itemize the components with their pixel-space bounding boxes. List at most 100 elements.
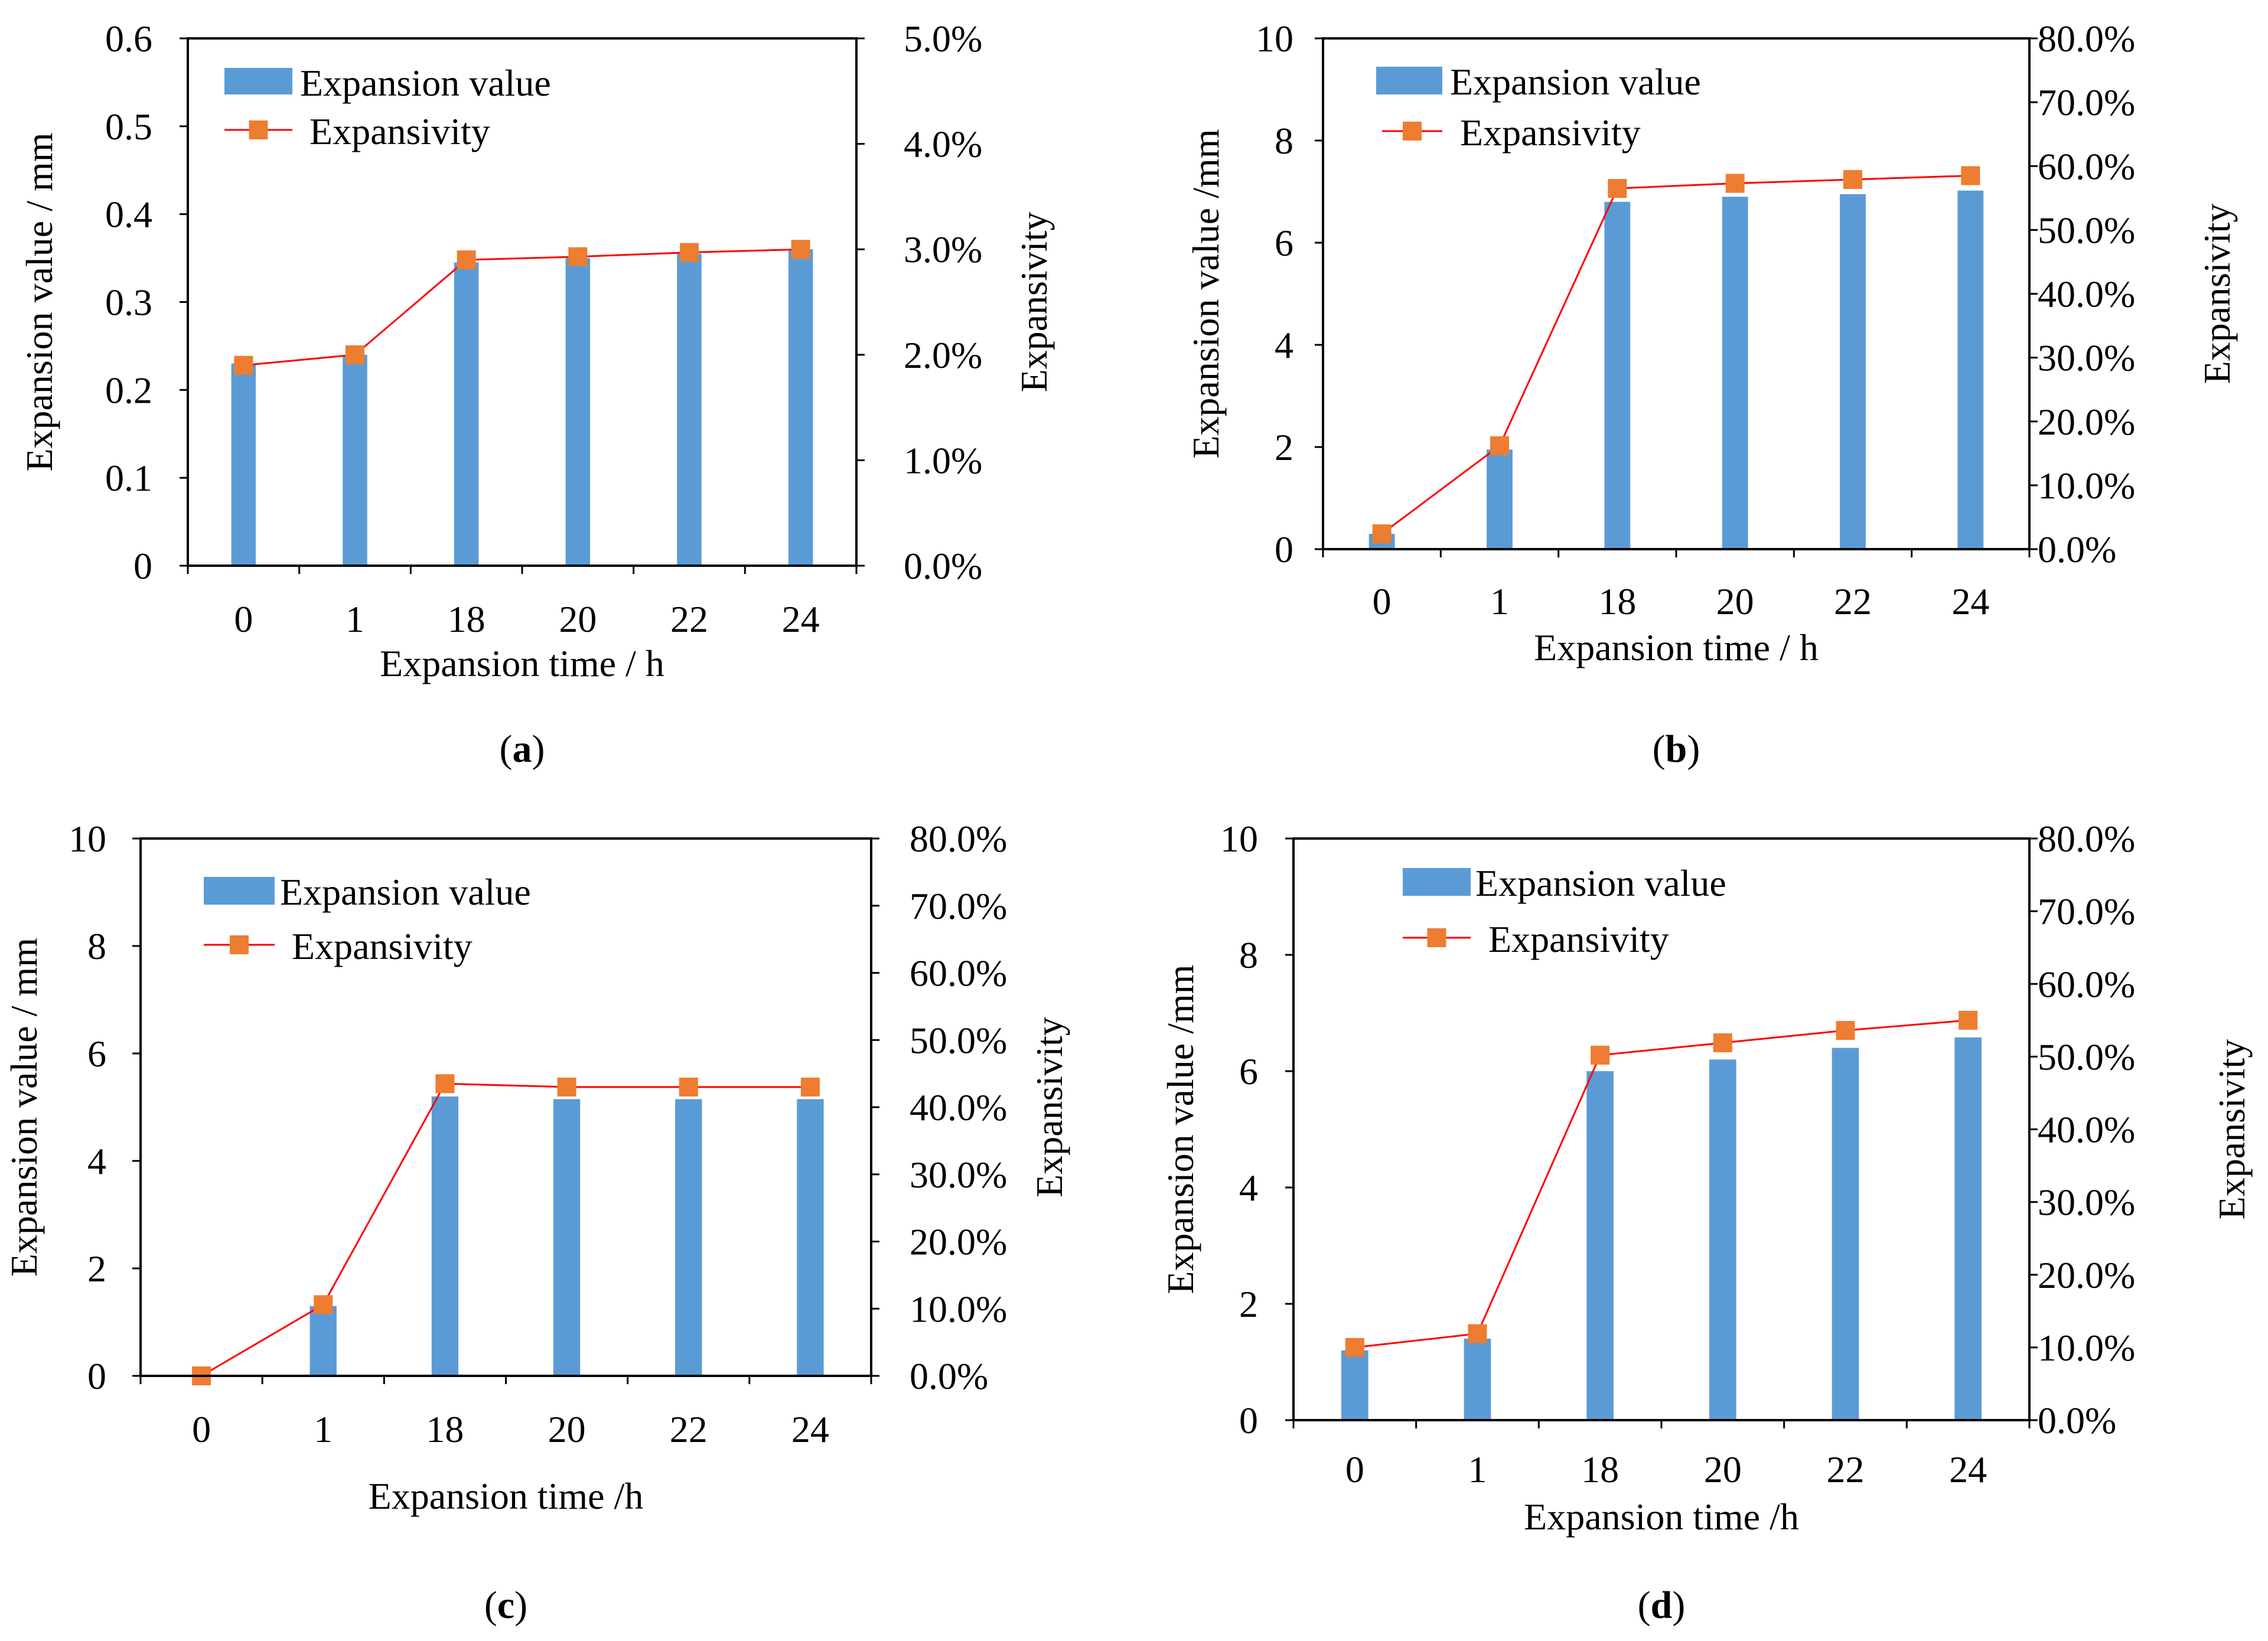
x-tick-label: 18: [1581, 1448, 1619, 1490]
legend-label-expansion-value: Expansion value: [1450, 61, 1701, 103]
y2-tick-label: 3.0%: [904, 229, 982, 270]
x-tick-label: 1: [1490, 580, 1509, 622]
y-tick-label: 10: [1220, 818, 1258, 860]
y-axis-title: Expansion value / mm: [18, 132, 60, 471]
panel-label: (b): [1653, 727, 1700, 771]
expansivity-marker-22: [679, 1077, 698, 1097]
expansivity-line: [201, 1082, 810, 1377]
x-tick-label: 0: [1345, 1448, 1364, 1490]
expansivity-line: [243, 248, 801, 367]
x-axis-title: Expansion time / h: [1534, 627, 1819, 668]
expansivity-marker-20: [557, 1077, 576, 1097]
x-tick-label: 18: [426, 1408, 464, 1450]
x-tick-label: 24: [1949, 1448, 1987, 1490]
bar-18: [1586, 1071, 1614, 1420]
y-tick-label: 0: [133, 545, 152, 587]
y-tick-label: 6: [87, 1033, 106, 1075]
panel-label: (d): [1638, 1584, 1686, 1627]
y-tick-label: 10: [69, 818, 106, 860]
x-tick-label: 24: [791, 1408, 829, 1450]
bar-18: [454, 262, 479, 566]
expansivity-marker-24: [800, 1077, 820, 1097]
bar-1: [343, 354, 367, 566]
x-tick-label: 20: [1716, 580, 1754, 622]
legend-marker-swatch: [249, 120, 268, 139]
plot-frame: [187, 37, 858, 567]
bar-1: [1487, 449, 1513, 549]
y2-tick-label: 70.0%: [2038, 890, 2135, 932]
x-axis-title: Expansion time /h: [369, 1475, 644, 1517]
y-tick-label: 2: [1275, 426, 1293, 468]
y-tick-label: 6: [1275, 222, 1293, 264]
expansivity-line: [1381, 174, 1971, 535]
y2-tick-label: 0.0%: [904, 545, 982, 587]
x-tick-label: 20: [1704, 1448, 1742, 1490]
x-tick-label: 22: [1827, 1448, 1865, 1490]
expansivity-marker-18: [435, 1074, 455, 1094]
legend-label-expansion-value: Expansion value: [300, 62, 551, 104]
plot-frame: [139, 837, 872, 1377]
y2-tick-label: 40.0%: [910, 1087, 1007, 1128]
expansivity-marker-22: [680, 243, 699, 262]
y-tick-label: 0.2: [105, 369, 152, 411]
bar-22: [1832, 1048, 1859, 1420]
bar-18: [431, 1096, 459, 1376]
chart-panel-a: 0 0.1 0.2 0.3 0.4 0.5 0.6 0.0% 1.0% 2.0% 3.0% 4.0% 5…: [18, 18, 1055, 771]
y-tick-label: 0.5: [105, 106, 152, 148]
chart-panel-d: 02468100.0%10.0%20.0%30.0%40.0%50.0%60.0…: [1159, 818, 2253, 1627]
x-tick-label: 0: [192, 1408, 211, 1450]
y-tick-label: 2: [1239, 1283, 1258, 1325]
bar-1: [1464, 1339, 1491, 1420]
expansivity-marker-20: [568, 247, 588, 266]
y2-tick-label: 40.0%: [2038, 1109, 2135, 1151]
expansivity-marker-20: [1713, 1033, 1732, 1052]
y2-tick-label: 60.0%: [2038, 145, 2135, 187]
y2-tick-label: 60.0%: [2038, 963, 2135, 1005]
bar-24: [788, 249, 813, 566]
y2-tick-label: 30.0%: [910, 1154, 1007, 1196]
y2-tick-label: 10.0%: [910, 1288, 1007, 1330]
y2-tick-label: 30.0%: [2038, 1182, 2135, 1224]
y2-tick-label: 60.0%: [910, 952, 1007, 994]
y2-tick-label: 80.0%: [910, 818, 1007, 860]
bar-24: [1954, 1037, 1982, 1420]
plot-frame: [1322, 37, 2031, 550]
y2-tick-label: 80.0%: [2038, 818, 2135, 860]
y2-axis-title: Expansivity: [1028, 1017, 1070, 1198]
y2-axis-title: Expansivity: [1013, 212, 1055, 393]
legend-bar-swatch: [224, 68, 292, 94]
bar-0: [231, 363, 256, 566]
x-tick-label: 24: [782, 598, 820, 640]
y-tick-label: 4: [1275, 324, 1293, 366]
y-axis-title: Expansion value /mm: [1159, 964, 1201, 1294]
x-tick-label: 1: [314, 1408, 333, 1450]
y-tick-label: 0.1: [105, 457, 152, 499]
legend-label-expansivity: Expansivity: [1488, 918, 1669, 960]
expansivity-marker-20: [1725, 174, 1745, 193]
y-tick-label: 0: [1239, 1399, 1258, 1441]
x-tick-label: 1: [1468, 1448, 1487, 1490]
y-tick-label: 0.3: [105, 282, 152, 324]
chart-panel-b: 02468100.0%10.0%20.0%30.0%40.0%50.0%60.0…: [1185, 18, 2238, 771]
panel-label: (a): [500, 727, 545, 771]
x-tick-label: 0: [234, 598, 253, 640]
chart-panel-c: 02468100.0%10.0%20.0%30.0%40.0%50.0%60.0…: [3, 818, 1070, 1627]
y2-tick-label: 20.0%: [910, 1221, 1007, 1263]
y-tick-label: 0.6: [105, 18, 152, 60]
expansivity-marker-1: [346, 345, 364, 364]
x-tick-label: 18: [448, 598, 485, 640]
y-tick-label: 0: [1275, 528, 1293, 570]
expansivity-marker-1: [1490, 436, 1509, 455]
x-tick-label: 20: [548, 1408, 586, 1450]
bar-22: [675, 1099, 702, 1376]
expansivity-marker-18: [1591, 1045, 1610, 1065]
x-axis-title: Expansion time /h: [1524, 1496, 1799, 1538]
expansivity-marker-18: [457, 250, 476, 270]
legend-marker-swatch: [1427, 928, 1446, 947]
y2-axis-title: Expansivity: [2196, 204, 2238, 384]
expansivity-marker-22: [1836, 1021, 1855, 1040]
y2-tick-label: 70.0%: [910, 885, 1007, 927]
y-tick-label: 4: [1239, 1167, 1258, 1209]
expansivity-marker-22: [1843, 169, 1862, 189]
